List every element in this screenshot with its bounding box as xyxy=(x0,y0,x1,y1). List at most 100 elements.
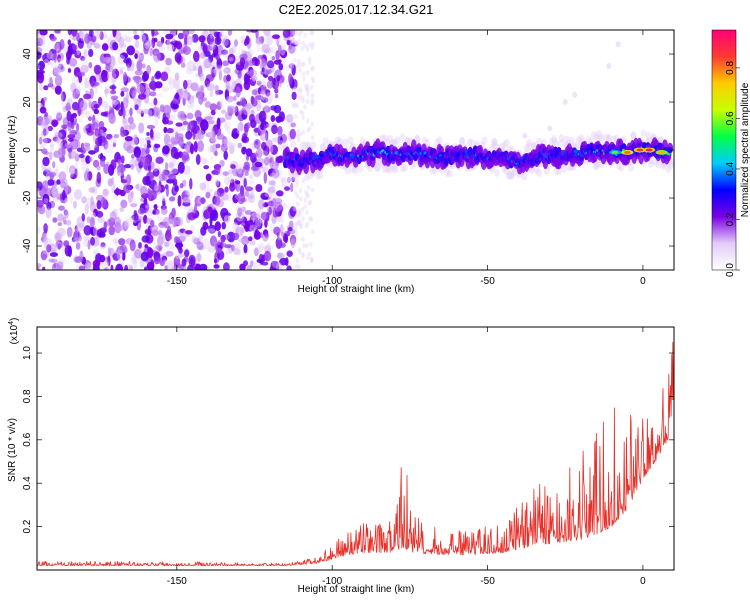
noise-speckle xyxy=(133,259,138,269)
band-haze xyxy=(553,140,560,149)
noise-speckle xyxy=(157,216,164,222)
noise-speckle xyxy=(124,36,133,43)
noise-speckle xyxy=(286,265,292,270)
noise-speckle xyxy=(165,250,174,257)
band-haze xyxy=(446,169,453,178)
band-haze xyxy=(469,139,475,147)
noise-speckle xyxy=(85,168,90,173)
noise-speckle xyxy=(269,47,273,60)
noise-speckle xyxy=(201,157,208,165)
noise-speckle xyxy=(43,96,47,102)
noise-speckle xyxy=(57,137,63,149)
noise-speckle xyxy=(297,208,301,214)
noise-speckle xyxy=(297,220,302,226)
noise-speckle xyxy=(162,104,172,116)
noise-speckle xyxy=(301,115,305,121)
band-haze xyxy=(572,91,578,98)
band-haze xyxy=(606,63,612,69)
noise-speckle xyxy=(112,142,116,148)
noise-speckle xyxy=(221,68,229,73)
noise-speckle xyxy=(259,89,266,95)
noise-speckle xyxy=(306,142,311,148)
noise-speckle xyxy=(289,206,297,217)
noise-speckle xyxy=(209,137,216,144)
noise-speckle xyxy=(170,137,179,145)
noise-speckle xyxy=(182,30,190,37)
noise-speckle xyxy=(155,209,161,220)
noise-speckle xyxy=(63,240,70,247)
noise-speckle xyxy=(128,216,133,222)
noise-speckle xyxy=(106,133,113,140)
noise-speckle xyxy=(294,226,298,232)
noise-speckle xyxy=(71,30,78,37)
noise-speckle xyxy=(168,114,176,121)
noise-speckle xyxy=(276,190,284,197)
band-haze xyxy=(414,134,421,143)
colorbar-label: Normalized spectral amplitude xyxy=(740,82,750,217)
noise-speckle xyxy=(179,183,184,189)
band-haze xyxy=(399,164,406,173)
band-haze xyxy=(640,129,647,138)
noise-speckle xyxy=(180,62,186,68)
spectrogram-x-axis: -150 -100 -50 0 xyxy=(167,30,646,287)
noise-speckle xyxy=(69,129,78,136)
noise-speckle xyxy=(37,199,44,208)
band-haze xyxy=(374,157,381,166)
noise-speckle xyxy=(236,123,241,135)
colorbar-tick-label: 0.2 xyxy=(725,212,736,226)
noise-speckle xyxy=(185,130,193,140)
noise-speckle xyxy=(62,115,67,128)
noise-speckle xyxy=(182,196,191,204)
noise-speckle xyxy=(291,64,296,76)
colorbar-tick-label: 0.6 xyxy=(725,111,736,125)
noise-speckle xyxy=(278,63,284,71)
noise-speckle xyxy=(191,33,199,43)
noise-speckle xyxy=(112,30,117,38)
noise-speckle xyxy=(50,142,55,150)
noise-speckle xyxy=(184,190,190,196)
noise-speckle xyxy=(295,102,300,108)
noise-speckle xyxy=(165,40,171,46)
noise-speckle xyxy=(104,33,108,39)
noise-speckle xyxy=(209,90,214,98)
noise-speckle xyxy=(304,189,308,195)
noise-speckle xyxy=(43,198,49,204)
noise-speckle xyxy=(143,143,147,151)
noise-speckle xyxy=(159,260,165,267)
noise-speckle xyxy=(255,36,263,45)
noise-speckle xyxy=(281,176,288,189)
noise-speckle xyxy=(80,30,87,39)
band-haze xyxy=(501,140,508,149)
noise-speckle xyxy=(99,31,104,41)
noise-speckle xyxy=(45,207,52,219)
band-haze xyxy=(399,133,406,142)
noise-speckle xyxy=(290,182,294,193)
noise-speckle xyxy=(310,93,315,99)
noise-speckle xyxy=(51,262,61,270)
noise-speckle xyxy=(150,259,155,270)
noise-speckle xyxy=(74,50,82,59)
noise-speckle xyxy=(155,245,163,250)
band-haze xyxy=(605,133,612,142)
noise-speckle xyxy=(152,86,156,92)
noise-speckle xyxy=(227,192,232,202)
noise-speckle xyxy=(197,140,205,152)
band-haze xyxy=(314,171,321,180)
noise-speckle xyxy=(142,63,146,69)
band-haze xyxy=(645,131,652,140)
noise-speckle xyxy=(169,196,176,202)
noise-speckle xyxy=(139,259,145,268)
noise-speckle xyxy=(160,71,169,82)
noise-speckle xyxy=(271,56,276,61)
noise-speckle xyxy=(282,233,288,243)
noise-speckle xyxy=(186,60,196,72)
noise-speckle xyxy=(102,188,109,197)
noise-speckle xyxy=(120,179,128,184)
band-haze xyxy=(493,168,500,177)
noise-speckle xyxy=(139,137,146,147)
noise-speckle xyxy=(81,142,90,152)
noise-speckle xyxy=(133,147,141,159)
noise-speckle xyxy=(149,176,154,182)
band-haze xyxy=(319,142,326,151)
noise-speckle xyxy=(306,127,310,133)
